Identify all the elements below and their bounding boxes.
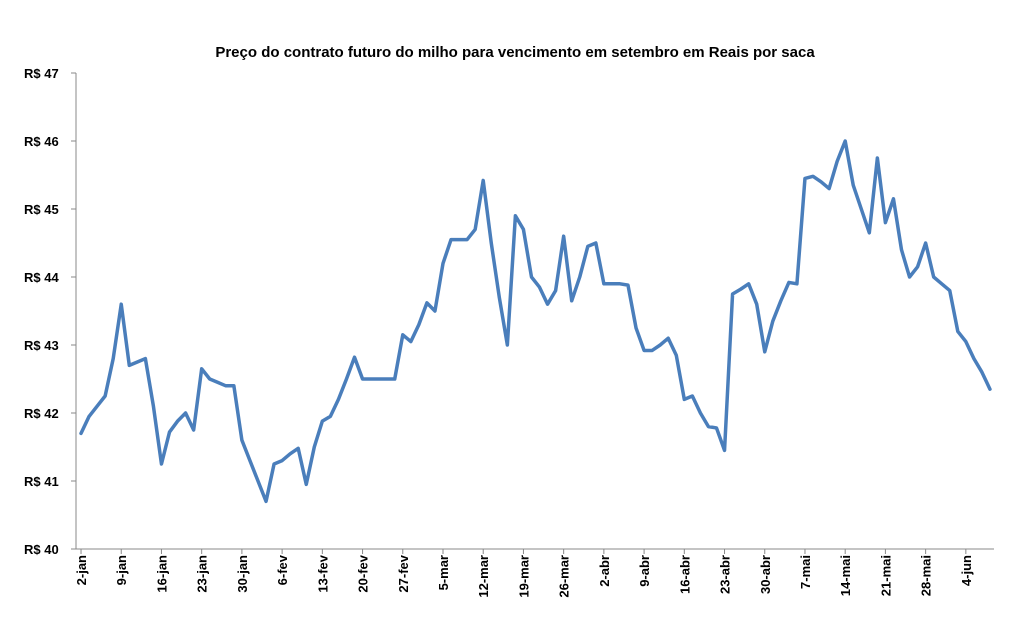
x-tick-label: 28-mai (919, 555, 934, 596)
x-tick-label: 9-abr (637, 555, 652, 587)
x-tick-label: 16-jan (154, 555, 169, 593)
x-tick-label: 6-fev (275, 554, 290, 585)
price-line (79, 139, 992, 504)
x-tick-label: 30-jan (235, 555, 250, 593)
y-tick-label: R$ 46 (24, 134, 59, 149)
x-tick-label: 19-mar (516, 555, 531, 598)
x-tick-label: 9-jan (114, 555, 129, 585)
x-tick-label: 21-mai (878, 555, 893, 596)
x-tick-label: 23-abr (718, 555, 733, 594)
x-tick-label: 26-mar (557, 555, 572, 598)
y-tick-label: R$ 45 (24, 202, 59, 217)
y-tick-label: R$ 44 (24, 270, 59, 285)
x-tick-label: 23-jan (195, 555, 210, 593)
x-tick-label: 2-jan (74, 555, 89, 585)
x-tick-label: 4-jun (959, 555, 974, 586)
x-tick-label: 16-abr (677, 555, 692, 594)
y-tick-label: R$ 42 (24, 406, 59, 421)
x-tick-label: 2-abr (597, 555, 612, 587)
x-tick-label: 12-mar (476, 555, 491, 598)
x-tick-label: 20-fev (356, 554, 371, 592)
y-tick-label: R$ 40 (24, 542, 59, 557)
y-tick-label: R$ 41 (24, 474, 59, 489)
y-tick-label: R$ 43 (24, 338, 59, 353)
x-tick-label: 27-fev (396, 554, 411, 592)
x-tick-label: 13-fev (315, 554, 330, 592)
x-tick-label: 7-mai (798, 555, 813, 589)
x-tick-label: 14-mai (838, 555, 853, 596)
x-tick-label: 5-mar (436, 555, 451, 590)
y-tick-label: R$ 47 (24, 66, 59, 81)
chart-title: Preço do contrato futuro do milho para v… (215, 44, 815, 61)
x-tick-label: 30-abr (758, 555, 773, 594)
